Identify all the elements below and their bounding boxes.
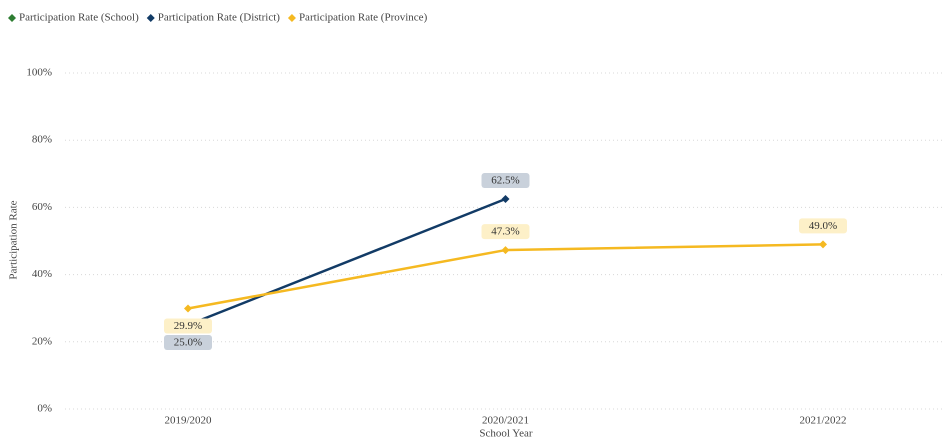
data-label: 29.9% — [174, 320, 202, 332]
x-tick-label: 2020/2021 — [482, 415, 529, 427]
y-tick-label: 20% — [32, 335, 52, 347]
data-label-box — [164, 318, 212, 334]
data-label-box — [481, 173, 530, 188]
data-label: 62.5% — [491, 175, 519, 187]
x-tick-label: 2019/2020 — [164, 415, 212, 427]
x-axis-title: School Year — [479, 428, 533, 440]
legend-label: Participation Rate (Province) — [299, 12, 428, 24]
data-label-box — [481, 224, 530, 240]
series-line — [187, 197, 506, 327]
legend-marker — [146, 14, 155, 22]
legend-marker — [287, 14, 296, 22]
data-label: 25.0% — [174, 337, 202, 349]
data-label: 47.3% — [491, 226, 519, 238]
legend-label: Participation Rate (School) — [19, 12, 139, 24]
legend-marker — [8, 14, 16, 22]
y-tick-label: 60% — [32, 201, 52, 213]
legend-label: Participation Rate (District) — [158, 12, 281, 24]
y-tick-label: 40% — [32, 268, 52, 280]
data-label: 49.0% — [809, 220, 837, 232]
y-tick-label: 100% — [26, 67, 52, 79]
y-tick-label: 0% — [37, 403, 52, 415]
x-tick-label: 2021/2022 — [799, 415, 846, 427]
point-marker — [819, 240, 827, 249]
data-label-box — [799, 218, 847, 234]
point-marker — [184, 304, 192, 313]
y-axis-title: Participation Rate — [8, 200, 20, 279]
y-tick-label: 80% — [32, 134, 52, 146]
data-label-box — [164, 335, 212, 350]
point-marker — [501, 246, 510, 255]
point-marker — [501, 195, 510, 203]
